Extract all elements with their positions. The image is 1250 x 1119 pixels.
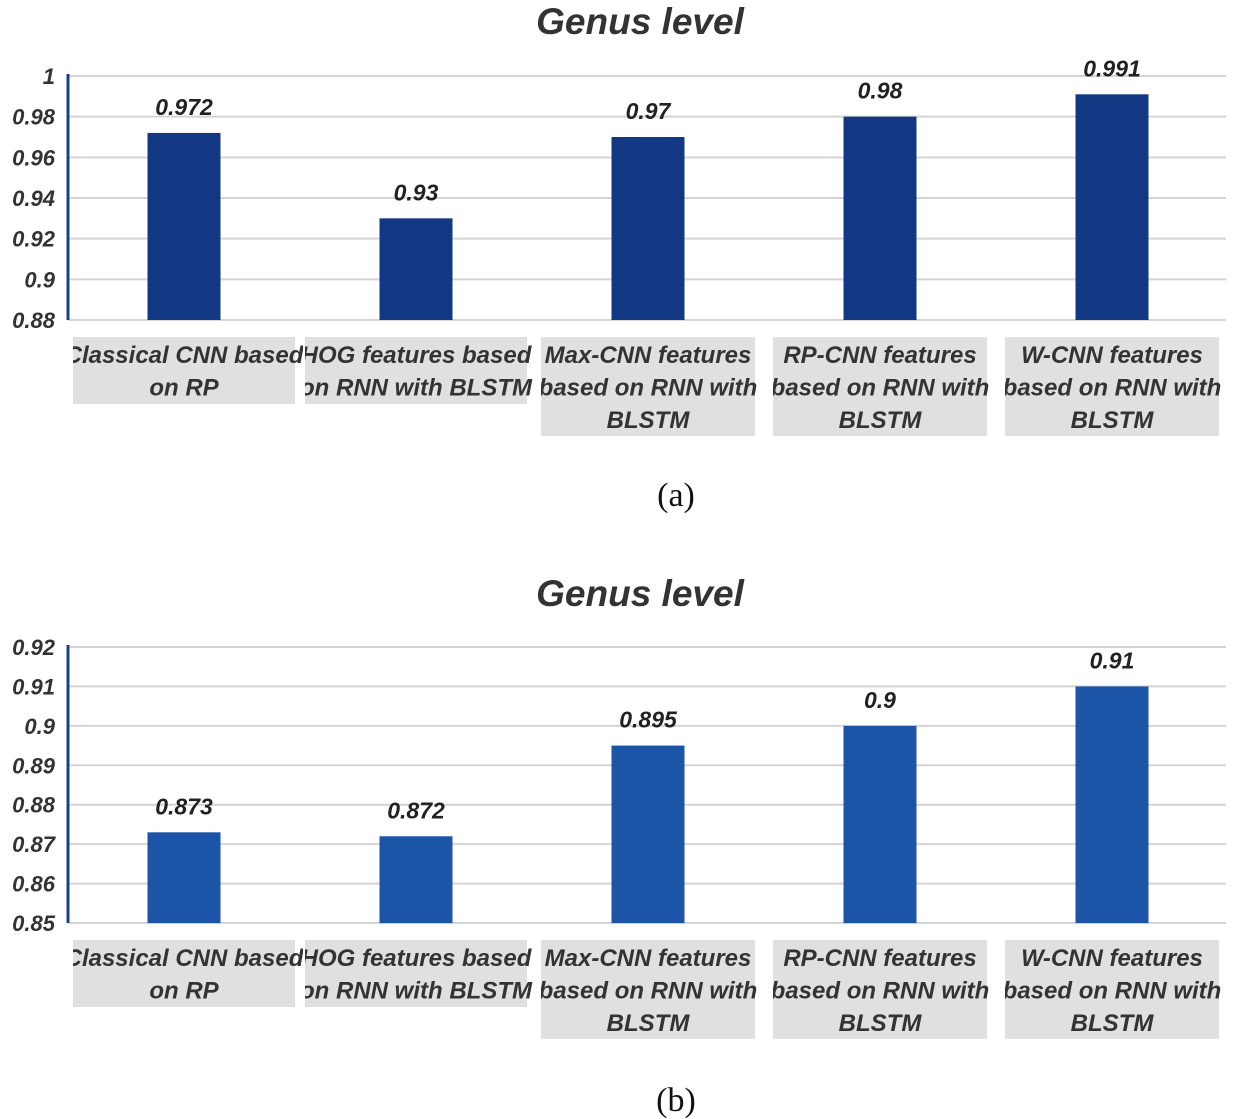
y-tick-label: 0.92 <box>12 227 56 252</box>
y-tick-label: 0.86 <box>12 872 56 897</box>
category-label-box <box>73 337 295 404</box>
category-label-box <box>1005 940 1219 1039</box>
bar <box>611 745 685 923</box>
category-label-line: based on RNN with <box>1003 375 1222 402</box>
category-label-line: Max-CNN features <box>545 342 752 369</box>
category-label-line: Max-CNN features <box>545 945 752 972</box>
y-tick-label: 0.89 <box>12 753 56 778</box>
category-label-line: W-CNN features <box>1021 945 1203 972</box>
category-label-box <box>541 337 755 436</box>
category-label-line: RP-CNN features <box>783 945 976 972</box>
category-label-line: BLSTM <box>607 407 691 434</box>
category-label-line: on RNN with BLSTM <box>300 375 533 402</box>
category-label-line: Classical CNN based <box>65 342 305 369</box>
category-label-line: BLSTM <box>607 1010 691 1037</box>
category-label-box <box>73 940 295 1007</box>
y-tick-label: 0.96 <box>12 145 56 170</box>
y-tick-label: 0.88 <box>12 308 56 333</box>
category-label-line: based on RNN with <box>539 375 758 402</box>
data-label: 0.91 <box>1090 647 1135 673</box>
category-label-box <box>773 337 987 436</box>
bar <box>379 836 453 923</box>
category-label: Max-CNN features based on RNN with BLSTM <box>539 337 758 436</box>
category-label: Max-CNN features based on RNN with BLSTM <box>539 940 758 1039</box>
category-label-box <box>305 940 527 1007</box>
category-label-line: W-CNN features <box>1021 342 1203 369</box>
bar <box>147 132 221 320</box>
y-tick-label: 0.91 <box>12 674 55 699</box>
category-label-line: on RP <box>149 978 219 1005</box>
data-label: 0.972 <box>155 94 213 120</box>
data-label: 0.873 <box>155 793 213 819</box>
category-label-line: based on RNN with <box>1003 978 1222 1005</box>
y-tick-label: 0.88 <box>12 793 56 818</box>
chart-title: Genus level <box>536 1 744 42</box>
y-tick-label: 0.92 <box>12 635 56 660</box>
y-tick-label: 0.9 <box>24 267 55 292</box>
figure-caption: (a) <box>657 477 695 514</box>
bar <box>379 218 453 320</box>
category-label: RP-CNN features based on RNN with BLSTM <box>771 337 990 436</box>
chart-a: Genus level 0.88 0.9 0.92 0.94 0.96 0.98 1 0.972… <box>12 1 1226 514</box>
category-label: W-CNN features based on RNN with BLSTM <box>1003 337 1222 436</box>
category-label-box <box>1005 337 1219 436</box>
bar <box>611 137 685 320</box>
data-label: 0.93 <box>394 179 439 205</box>
bar <box>1075 94 1149 320</box>
y-tick-label: 0.85 <box>12 911 56 936</box>
category-label-line: BLSTM <box>1071 407 1155 434</box>
category-label: HOG features based on RNN with BLSTM <box>300 940 533 1007</box>
bar <box>147 832 221 923</box>
category-label-box <box>305 337 527 404</box>
y-tick-label: 0.94 <box>12 186 55 211</box>
data-label: 0.895 <box>619 707 678 733</box>
category-label-line: BLSTM <box>839 1010 923 1037</box>
y-tick-label: 0.98 <box>12 105 56 130</box>
category-label-box <box>773 940 987 1039</box>
category-label: HOG features based on RNN with BLSTM <box>300 337 533 404</box>
y-tick-label: 0.9 <box>24 714 55 739</box>
category-label-line: based on RNN with <box>771 978 990 1005</box>
category-label-line: based on RNN with <box>539 978 758 1005</box>
bar <box>843 725 917 923</box>
category-label-line: BLSTM <box>839 407 923 434</box>
figure-caption: (b) <box>656 1082 696 1119</box>
data-label: 0.991 <box>1083 55 1141 81</box>
category-label: Classical CNN based on RP <box>65 337 305 404</box>
data-label: 0.9 <box>864 687 896 713</box>
category-label-line: HOG features based <box>301 945 533 972</box>
category-label: Classical CNN based on RP <box>65 940 305 1007</box>
category-label-line: Classical CNN based <box>65 945 305 972</box>
category-label-line: RP-CNN features <box>783 342 976 369</box>
y-tick-label: 1 <box>43 64 55 89</box>
category-label-box <box>541 940 755 1039</box>
data-label: 0.98 <box>858 78 903 104</box>
category-label-line: on RNN with BLSTM <box>300 978 533 1005</box>
data-label: 0.872 <box>387 797 445 823</box>
category-label-line: based on RNN with <box>771 375 990 402</box>
category-label-line: BLSTM <box>1071 1010 1155 1037</box>
bar <box>843 116 917 321</box>
category-label: RP-CNN features based on RNN with BLSTM <box>771 940 990 1039</box>
y-tick-label: 0.87 <box>12 832 57 857</box>
category-label-line: HOG features based <box>301 342 533 369</box>
data-label: 0.97 <box>626 98 672 124</box>
chart-b: Genus level 0.85 0.86 0.87 0.88 0.89 0.9 0.91 0.… <box>12 573 1226 1119</box>
chart-title: Genus level <box>536 573 744 614</box>
category-label: W-CNN features based on RNN with BLSTM <box>1003 940 1222 1039</box>
category-label-line: on RP <box>149 375 219 402</box>
bar <box>1075 686 1149 923</box>
